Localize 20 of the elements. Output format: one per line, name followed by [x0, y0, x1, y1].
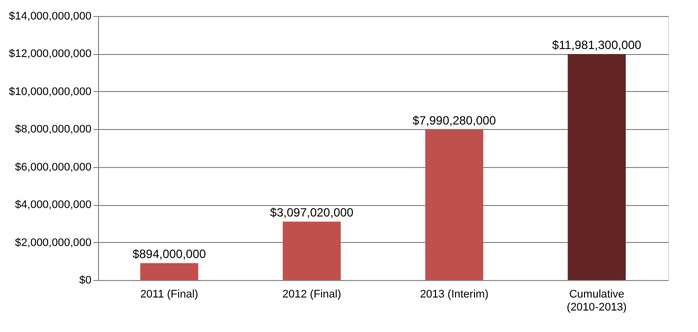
y-tick-label: $8,000,000,000	[15, 124, 92, 136]
x-tick-label: 2013 (Interim)	[420, 288, 488, 300]
y-tick-label: $2,000,000,000	[15, 236, 92, 249]
data-label: $11,981,300,000	[552, 38, 642, 52]
y-tick-label: $0	[79, 274, 92, 286]
y-tick-label: $12,000,000,000	[8, 48, 92, 60]
bar	[282, 222, 341, 280]
bar	[140, 263, 198, 280]
y-tick-label: $10,000,000,000	[8, 86, 92, 98]
bar	[425, 129, 484, 280]
y-tick-label: $14,000,000,000	[8, 10, 92, 22]
bar	[568, 54, 626, 280]
data-label: $7,990,280,000	[412, 113, 496, 128]
x-tick-label: 2012 (Final)	[282, 288, 342, 300]
y-tick-label: $6,000,000,000	[15, 161, 92, 174]
data-label: $3,097,020,000	[270, 206, 354, 220]
x-tick-label: 2011 (Final)	[140, 288, 198, 300]
y-tick-label: $4,000,000,000	[15, 199, 92, 212]
x-tick-label: Cumulative (2010-2013)	[566, 288, 627, 314]
data-label: $894,000,000	[132, 247, 206, 262]
